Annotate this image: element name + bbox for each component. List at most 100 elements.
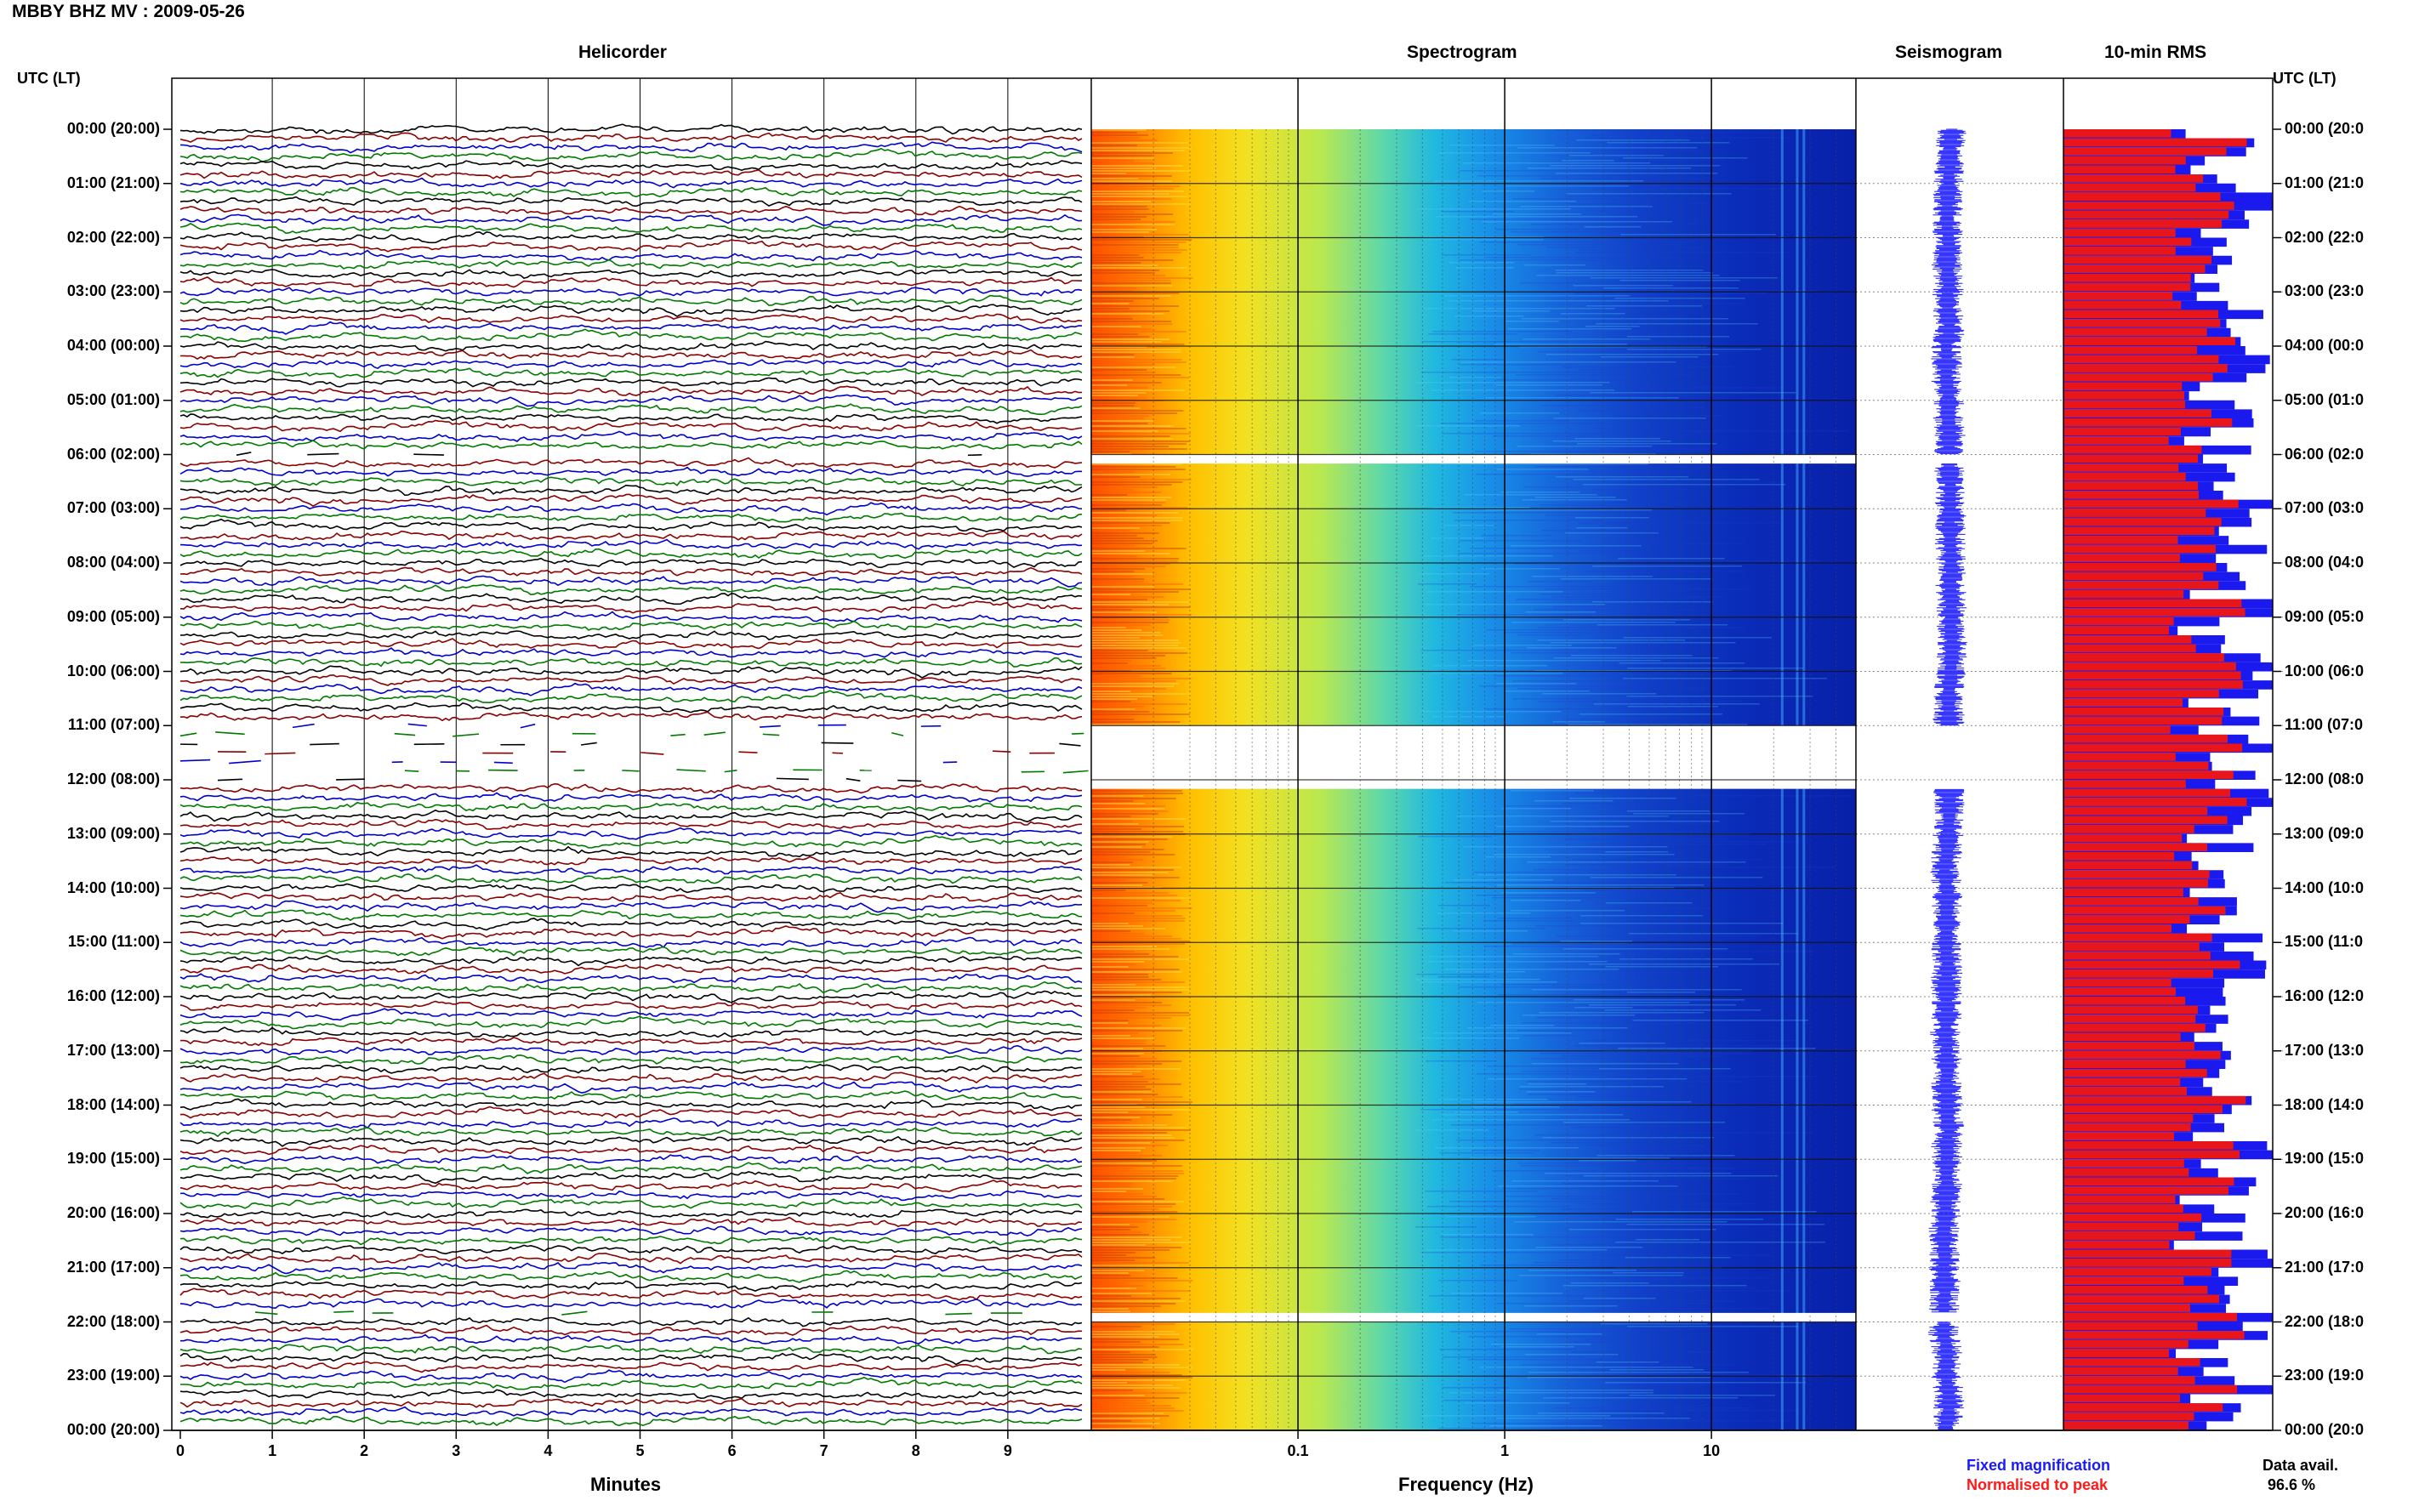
helicorder-trace <box>179 1196 1083 1209</box>
helicorder-trace <box>179 1154 1083 1164</box>
helicorder-trace <box>179 925 1083 940</box>
helicorder-trace <box>179 1126 1083 1138</box>
helicorder-trace <box>179 909 1083 922</box>
hour-label-left: 03:00 (23:00) <box>66 282 160 300</box>
hour-label-left: 13:00 (09:00) <box>66 824 160 842</box>
panel-frames <box>171 77 2274 1431</box>
helicorder-trace <box>179 690 1083 704</box>
helicorder-trace <box>179 466 1083 477</box>
helicorder-trace <box>179 1298 1083 1310</box>
helicorder-trace <box>179 439 1083 450</box>
helicorder-trace <box>179 864 1083 875</box>
hour-label-left: 02:00 (22:00) <box>66 228 160 246</box>
helicorder-trace <box>179 1415 1083 1427</box>
helicorder-trace <box>179 674 1083 686</box>
helicorder-trace <box>179 963 1083 975</box>
helicorder-trace <box>179 249 1083 262</box>
helicorder-trace <box>179 196 1083 207</box>
helicorder-trace <box>179 620 1083 631</box>
hour-label-left: 19:00 (15:00) <box>66 1150 160 1168</box>
helicorder-trace <box>179 1244 1083 1255</box>
helicorder-trace <box>179 936 1083 949</box>
helicorder-traces <box>179 123 1089 1427</box>
helicorder-trace <box>179 1106 1083 1119</box>
hour-label-left: 04:00 (00:00) <box>66 337 160 354</box>
helicorder-trace <box>179 1037 1083 1047</box>
helicorder-trace <box>179 1225 1083 1236</box>
helicorder-trace <box>179 1179 1083 1193</box>
hour-label-left: 21:00 (17:00) <box>66 1258 160 1276</box>
helicorder-trace <box>179 1389 1083 1401</box>
helicorder-trace <box>179 630 1083 640</box>
helicorder-trace <box>179 682 1083 696</box>
plot-title: MBBY BHZ MV : 2009-05-26 <box>12 2 245 21</box>
hour-label-right: 10:00 (06:0 <box>2285 662 2365 679</box>
frequency-tick-label: 10 <box>1703 1442 1721 1459</box>
hour-label-left: 14:00 (10:00) <box>66 878 160 896</box>
hour-label-left: 17:00 (13:00) <box>66 1041 160 1059</box>
helicorder-trace <box>179 493 1083 508</box>
hour-label-right: 02:00 (22:0 <box>2285 228 2365 246</box>
helicorder-trace <box>180 1376 1083 1390</box>
helicorder-trace <box>179 1361 1083 1373</box>
hour-label-right: 09:00 (05:0 <box>2285 607 2365 625</box>
rms-bars <box>2063 129 2273 1430</box>
hour-label-left: 09:00 (05:00) <box>66 607 160 625</box>
helicorder-trace <box>179 1316 1083 1327</box>
axis-ticks <box>163 78 2281 1439</box>
hour-label-left: 01:00 (21:00) <box>66 173 160 191</box>
helicorder-trace <box>179 891 1083 902</box>
hour-label-right: 03:00 (23:0 <box>2285 282 2365 300</box>
helicorder-trace <box>179 313 1083 324</box>
helicorder-trace <box>179 1324 1083 1336</box>
hour-label-left: 20:00 (16:00) <box>66 1204 160 1221</box>
helicorder-trace <box>179 883 1083 894</box>
hour-label-right: 11:00 (07:0 <box>2285 716 2364 734</box>
helicorder-trace <box>179 1090 1083 1100</box>
helicorder-trace <box>179 1044 1083 1056</box>
helicorder-trace <box>179 294 1083 306</box>
hour-label-left: 00:00 (20:00) <box>66 120 160 137</box>
helicorder-trace <box>179 855 1083 866</box>
helicorder-trace <box>179 230 1083 244</box>
helicorder-trace <box>179 476 1083 486</box>
helicorder-trace <box>179 990 1083 1003</box>
hour-label-right: 12:00 (08:0 <box>2285 770 2365 787</box>
hour-label-left: 10:00 (06:00) <box>66 662 160 679</box>
hour-label-left: 05:00 (01:00) <box>66 390 160 408</box>
helicorder-trace <box>179 213 1083 226</box>
helicorder-trace <box>179 1098 1083 1111</box>
helicorder-trace <box>179 1135 1083 1147</box>
helicorder-trace <box>179 394 1083 407</box>
hour-label-right: 18:00 (14:0 <box>2285 1095 2365 1113</box>
helicorder-trace <box>179 538 1083 550</box>
hour-label-right: 07:00 (03:0 <box>2285 499 2365 517</box>
helicorder-trace <box>179 123 1083 135</box>
spectrogram-title: Spectrogram <box>1407 43 1517 62</box>
helicorder-trace <box>180 1054 1083 1065</box>
helicorder-trace <box>179 403 1083 416</box>
helicorder-trace <box>179 358 1083 369</box>
hour-label-right: 20:00 (16:0 <box>2285 1204 2365 1221</box>
helicorder-trace <box>179 160 1083 172</box>
frequency-tick-label: 0.1 <box>1287 1442 1309 1459</box>
helicorder-trace <box>179 1280 1083 1292</box>
helicorder-trace <box>179 834 1083 849</box>
minute-tick-label: 9 <box>1003 1442 1012 1459</box>
helicorder-trace <box>179 1369 1083 1384</box>
helicorder-trace <box>179 385 1083 396</box>
helicorder-trace <box>179 1081 1083 1094</box>
hour-label-right: 13:00 (09:0 <box>2285 824 2365 842</box>
helicorder-trace <box>179 1398 1083 1408</box>
minute-tick-label: 0 <box>175 1442 185 1459</box>
helicorder-xlabel: Minutes <box>590 1474 662 1495</box>
hour-label-left: 23:00 (19:00) <box>66 1367 160 1384</box>
minute-tick-label: 4 <box>544 1442 553 1459</box>
helicorder-trace <box>179 186 1083 198</box>
hour-label-right: 04:00 (00:0 <box>2285 337 2365 354</box>
minute-tick-label: 8 <box>911 1442 920 1459</box>
helicorder-trace <box>179 981 1083 994</box>
helicorder-trace <box>179 711 1083 722</box>
helicorder-trace <box>179 1344 1083 1355</box>
data-avail-label: Data avail. <box>2262 1457 2339 1474</box>
